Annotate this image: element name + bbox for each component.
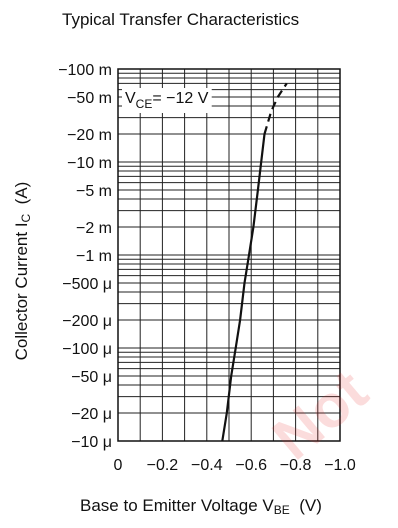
- y-tick-labels: −100 m −50 m −20 m −10 m −5 m −2 m −1 m −500 μ −…: [58, 62, 112, 451]
- x-tick-labels: 0 −0.2 −0.4 −0.6 −0.8 −1.0: [114, 457, 356, 474]
- y-tick-label: −500 μ: [62, 276, 112, 293]
- y-tick-label: −100 μ: [62, 341, 112, 358]
- y-tick-label: −20 μ: [71, 406, 112, 423]
- x-tick-label: −0.4: [191, 457, 223, 474]
- y-tick-label: −20 m: [67, 127, 112, 144]
- y-tick-label: −10 μ: [71, 434, 112, 451]
- series-curve-dashed: [263, 82, 288, 135]
- chart-title: Typical Transfer Characteristics: [62, 10, 300, 29]
- x-axis-label: Base to Emitter Voltage VBE (V): [80, 496, 322, 517]
- y-tick-label: −10 m: [67, 155, 112, 172]
- x-tick-label: −0.8: [280, 457, 312, 474]
- y-tick-label: −200 μ: [62, 313, 112, 330]
- x-tick-label: −1.0: [324, 457, 356, 474]
- annotation-background: [122, 87, 212, 113]
- series-curve: [221, 133, 266, 442]
- y-tick-label: −5 m: [76, 183, 112, 200]
- y-tick-label: −1 m: [76, 248, 112, 265]
- data-series: [221, 82, 288, 442]
- y-tick-label: −50 m: [67, 90, 112, 107]
- y-tick-label: −2 m: [76, 220, 112, 237]
- y-tick-label: −100 m: [58, 62, 112, 79]
- plot-frame: [117, 68, 341, 442]
- y-tick-label: −50 μ: [71, 369, 112, 386]
- x-tick-label: −0.6: [235, 457, 267, 474]
- x-tick-label: 0: [114, 457, 123, 474]
- x-tick-label: −0.2: [147, 457, 179, 474]
- vce-annotation: VCE= −12 V: [125, 90, 209, 111]
